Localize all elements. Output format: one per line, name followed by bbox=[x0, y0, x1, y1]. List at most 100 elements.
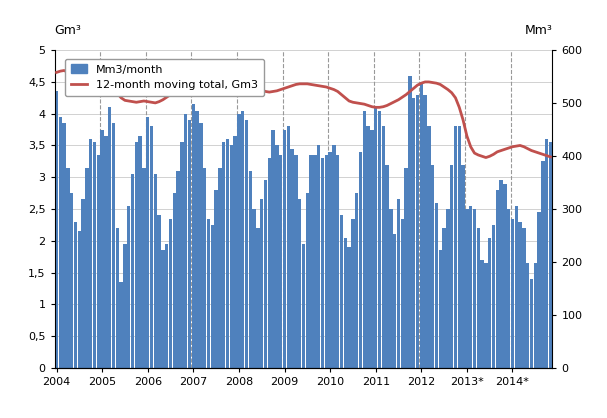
Bar bbox=[378, 110, 381, 368]
Text: Mm³: Mm³ bbox=[524, 24, 552, 38]
Bar bbox=[97, 155, 100, 368]
Bar bbox=[305, 193, 309, 368]
Bar bbox=[161, 250, 164, 368]
Bar bbox=[347, 247, 351, 368]
Bar bbox=[439, 250, 442, 368]
Bar bbox=[537, 212, 541, 368]
Bar bbox=[70, 193, 73, 368]
Bar bbox=[226, 139, 229, 368]
Bar bbox=[320, 158, 324, 368]
Bar bbox=[66, 168, 70, 368]
Bar bbox=[241, 110, 245, 368]
Bar bbox=[526, 263, 529, 368]
Bar bbox=[290, 149, 294, 368]
Bar bbox=[530, 279, 533, 368]
Bar bbox=[177, 171, 180, 368]
Bar bbox=[351, 219, 354, 368]
Bar bbox=[465, 209, 469, 368]
Bar bbox=[138, 136, 142, 368]
Bar bbox=[393, 234, 396, 368]
Bar bbox=[93, 142, 97, 368]
Bar bbox=[115, 228, 119, 368]
Bar bbox=[85, 168, 89, 368]
Bar bbox=[362, 110, 366, 368]
Bar bbox=[123, 244, 127, 368]
Bar bbox=[317, 145, 320, 368]
Bar bbox=[515, 206, 518, 368]
Bar bbox=[184, 114, 188, 368]
Bar bbox=[131, 174, 134, 368]
Bar bbox=[545, 139, 548, 368]
Bar bbox=[222, 142, 225, 368]
Bar bbox=[298, 199, 302, 368]
Bar bbox=[510, 219, 514, 368]
Bar bbox=[336, 155, 339, 368]
Bar bbox=[328, 152, 332, 368]
Bar bbox=[195, 110, 199, 368]
Bar bbox=[142, 168, 146, 368]
Bar bbox=[495, 190, 499, 368]
Bar bbox=[419, 82, 423, 368]
Bar bbox=[146, 117, 149, 368]
Bar bbox=[344, 237, 347, 368]
Bar bbox=[154, 174, 157, 368]
Bar bbox=[302, 244, 305, 368]
Bar bbox=[404, 168, 408, 368]
Bar bbox=[534, 263, 537, 368]
Bar bbox=[89, 139, 92, 368]
Bar bbox=[150, 126, 153, 368]
Bar bbox=[207, 219, 210, 368]
Bar bbox=[256, 228, 260, 368]
Bar bbox=[473, 209, 476, 368]
Bar bbox=[81, 199, 85, 368]
Bar bbox=[385, 165, 389, 368]
Bar bbox=[397, 199, 400, 368]
Bar bbox=[480, 260, 484, 368]
Bar bbox=[264, 181, 267, 368]
Bar bbox=[325, 155, 328, 368]
Legend: Mm3/month, 12-month moving total, Gm3: Mm3/month, 12-month moving total, Gm3 bbox=[65, 59, 264, 96]
Bar bbox=[78, 231, 81, 368]
Bar bbox=[169, 219, 172, 368]
Bar bbox=[310, 155, 313, 368]
Bar bbox=[249, 171, 252, 368]
Bar bbox=[367, 126, 370, 368]
Bar bbox=[294, 155, 297, 368]
Bar bbox=[458, 126, 461, 368]
Bar bbox=[192, 104, 195, 368]
Bar bbox=[237, 114, 240, 368]
Bar bbox=[275, 145, 279, 368]
Bar bbox=[431, 165, 435, 368]
Bar bbox=[549, 142, 552, 368]
Bar bbox=[484, 263, 487, 368]
Bar bbox=[488, 237, 492, 368]
Bar bbox=[211, 225, 214, 368]
Bar bbox=[165, 244, 168, 368]
Bar bbox=[461, 165, 465, 368]
Bar bbox=[234, 136, 237, 368]
Bar bbox=[268, 158, 271, 368]
Bar bbox=[287, 126, 290, 368]
Bar bbox=[313, 155, 317, 368]
Bar bbox=[229, 145, 233, 368]
Bar bbox=[74, 222, 77, 368]
Bar bbox=[260, 199, 263, 368]
Bar bbox=[355, 193, 358, 368]
Bar bbox=[423, 94, 427, 368]
Bar bbox=[135, 142, 138, 368]
Bar bbox=[55, 92, 58, 368]
Bar bbox=[500, 181, 503, 368]
Bar bbox=[435, 203, 438, 368]
Bar bbox=[245, 120, 248, 368]
Bar bbox=[108, 107, 112, 368]
Bar bbox=[157, 215, 161, 368]
Bar bbox=[492, 225, 495, 368]
Bar bbox=[503, 184, 507, 368]
Bar bbox=[218, 168, 222, 368]
Bar bbox=[443, 228, 446, 368]
Bar bbox=[541, 161, 544, 368]
Bar bbox=[188, 120, 191, 368]
Bar bbox=[340, 215, 343, 368]
Bar bbox=[408, 76, 412, 368]
Bar bbox=[469, 206, 472, 368]
